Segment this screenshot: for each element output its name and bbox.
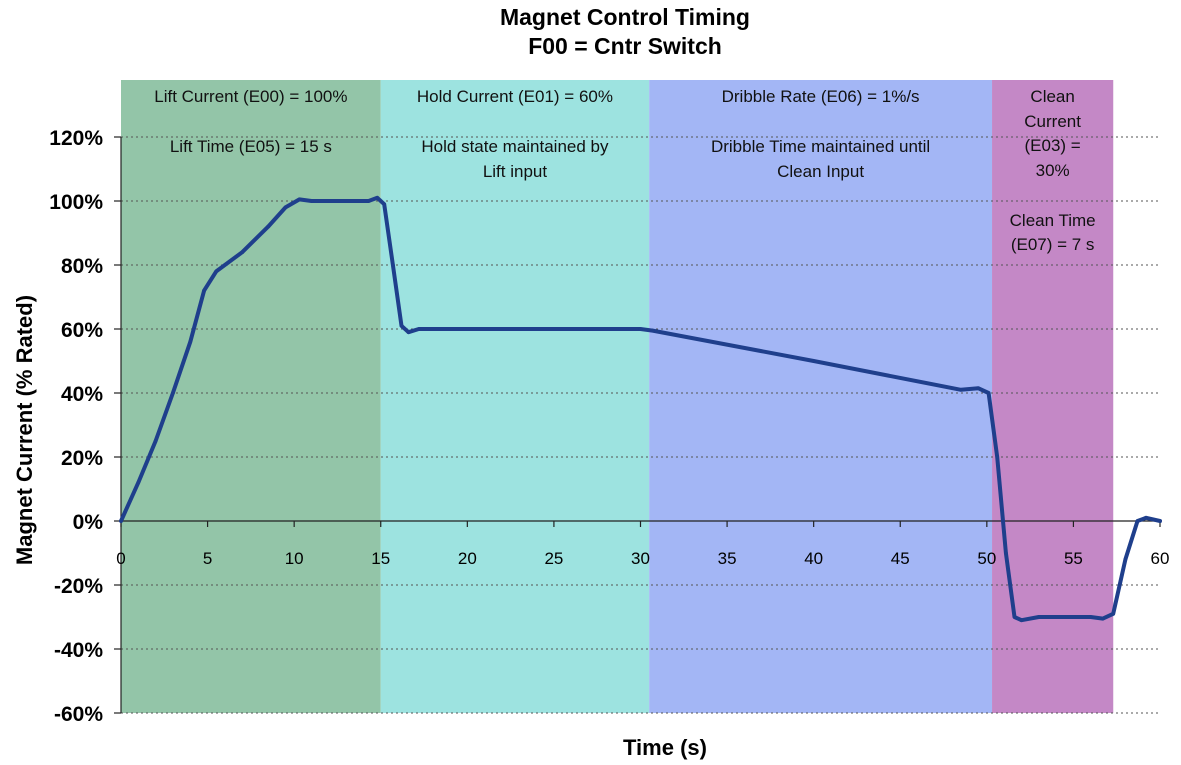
x-tick-label-8: 40: [804, 549, 823, 568]
region-2-label-2: Clean Input: [777, 162, 864, 181]
data-point-0-2: [153, 439, 158, 443]
x-tick-label-6: 30: [631, 549, 650, 568]
x-tick-label-1: 5: [203, 549, 212, 568]
x-tick-label-7: 35: [718, 549, 737, 568]
y-tick-label-1: 100%: [49, 191, 103, 214]
data-point-0-21: [811, 359, 816, 363]
data-point-0-22: [959, 388, 963, 392]
data-point-0-24: [986, 391, 991, 395]
y-tick-label-7: -20%: [54, 575, 103, 598]
x-tick-label-9: 45: [891, 549, 910, 568]
data-point-0-6: [214, 269, 219, 274]
y-tick-label-0: 120%: [49, 127, 103, 150]
data-point-0-19: [638, 327, 643, 331]
shaded-regions: [121, 80, 1114, 713]
data-point-0-15: [391, 263, 395, 267]
region-3-label-4: Clean Time: [1010, 211, 1096, 230]
region-2-label-0: Dribble Rate (E06) = 1%/s: [722, 87, 920, 106]
data-point-0-23: [976, 386, 980, 391]
data-point-0-26: [1004, 551, 1008, 555]
data-point-0-5: [202, 288, 206, 293]
data-point-0-8: [266, 224, 270, 229]
data-point-0-7: [240, 250, 245, 254]
y-axis-label: Magnet Current (% Rated): [12, 295, 37, 565]
data-point-0-33: [1123, 557, 1128, 562]
region-2: [649, 80, 993, 713]
x-axis-label: Time (s): [623, 735, 707, 760]
region-0: [121, 80, 381, 713]
data-point-0-34: [1135, 519, 1140, 523]
data-point-0-12: [366, 199, 371, 203]
y-tick-label-6: 0%: [73, 511, 104, 534]
region-1: [380, 80, 650, 713]
x-tick-label-3: 15: [371, 549, 390, 568]
region-0-label-1: Lift Time (E05) = 15 s: [170, 137, 332, 156]
x-tick-label-4: 20: [458, 549, 477, 568]
x-tick-label-0: 0: [116, 549, 125, 568]
data-point-0-9: [283, 205, 288, 210]
data-point-0-20: [650, 328, 655, 333]
data-point-0-32: [1111, 612, 1116, 616]
series-layer: [119, 195, 1162, 623]
data-point-0-27: [1012, 615, 1017, 619]
y-tick-label-9: -60%: [54, 703, 103, 726]
annotations: Lift Current (E00) = 100% Lift Time (E05)…: [154, 87, 1095, 254]
data-point-0-0: [119, 519, 123, 523]
data-point-0-14: [382, 202, 387, 206]
region-1-label-2: Lift input: [483, 162, 548, 181]
y-tick-label-2: 80%: [61, 255, 103, 278]
y-tick-label-3: 60%: [61, 319, 103, 342]
data-point-0-16: [399, 324, 404, 328]
chart-subtitle: F00 = Cntr Switch: [528, 33, 722, 59]
chart-title: Magnet Control Timing: [500, 4, 750, 30]
y-tick-label-8: -40%: [54, 639, 103, 662]
region-3-label-1: Current: [1024, 112, 1081, 131]
region-3-label-2: (E03) =: [1025, 136, 1081, 155]
axes: 120% 100% 80% 60% 40% 20% 0% -20% -40% -60% 0 5 10 15…: [49, 127, 1169, 726]
data-point-0-25: [995, 455, 1000, 459]
data-point-0-31: [1101, 616, 1105, 621]
region-3-label-0: Clean: [1030, 87, 1074, 106]
data-point-0-29: [1036, 615, 1041, 619]
region-0-label-0: Lift Current (E00) = 100%: [154, 87, 347, 106]
data-point-0-10: [297, 197, 302, 202]
y-tick-label-5: 20%: [61, 447, 103, 470]
region-1-label-1: Hold state maintained by: [421, 137, 609, 156]
data-point-0-18: [417, 327, 421, 331]
region-1-label-0: Hold Current (E01) = 60%: [417, 87, 613, 106]
y-tick-label-4: 40%: [61, 383, 103, 406]
x-tick-label-10: 50: [977, 549, 996, 568]
data-point-0-35: [1144, 516, 1148, 520]
x-tick-label-12: 60: [1151, 549, 1170, 568]
x-tick-label-11: 55: [1064, 549, 1083, 568]
data-point-0-13: [375, 196, 380, 200]
data-point-0-28: [1019, 618, 1024, 622]
data-point-0-4: [188, 340, 193, 344]
data-point-0-30: [1088, 615, 1093, 619]
region-3-label-5: (E07) = 7 s: [1011, 235, 1095, 254]
data-point-0-3: [171, 391, 175, 395]
x-tick-label-2: 10: [285, 549, 304, 568]
region-2-label-1: Dribble Time maintained until: [711, 137, 930, 156]
data-point-0-17: [406, 330, 411, 335]
region-3-label-3: 30%: [1036, 161, 1070, 180]
data-point-0-11: [309, 199, 314, 203]
data-point-0-1: [136, 480, 141, 485]
x-tick-label-5: 25: [544, 549, 563, 568]
data-point-0-36: [1158, 519, 1162, 523]
